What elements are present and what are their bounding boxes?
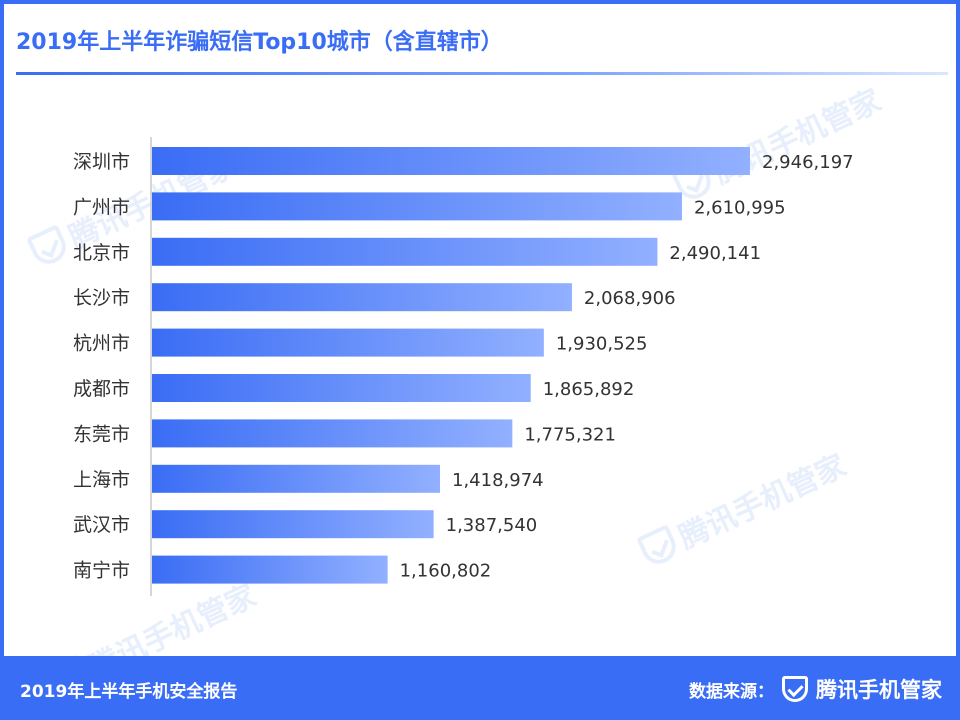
category-label: 成都市 xyxy=(73,378,130,400)
bar xyxy=(152,555,388,584)
value-label: 1,387,540 xyxy=(446,515,538,536)
category-label: 深圳市 xyxy=(73,151,130,173)
value-label: 1,865,892 xyxy=(543,379,635,400)
chart-title: 2019年上半年诈骗短信Top10城市（含直辖市） xyxy=(16,30,503,55)
category-label: 长沙市 xyxy=(73,287,130,309)
value-label: 2,068,906 xyxy=(584,288,676,309)
value-label: 1,930,525 xyxy=(556,334,648,355)
value-label: 1,775,321 xyxy=(524,424,616,445)
bar-chart: 深圳市 2,946,197 广州市 2,610,995 北京市 2,490,141 长沙市 2… xyxy=(73,137,854,596)
bars-group: 深圳市 2,946,197 广州市 2,610,995 北京市 2,490,141 长沙市 2… xyxy=(73,147,854,584)
chart-card: 腾讯手机管家 腾讯手机管家 腾讯手机管家 腾讯手机管家 2019年上半年诈骗短信… xyxy=(4,4,956,656)
value-label: 1,160,802 xyxy=(400,561,492,582)
category-label: 北京市 xyxy=(73,242,130,264)
bar xyxy=(152,419,513,448)
value-label: 1,418,974 xyxy=(452,470,544,491)
bar xyxy=(152,510,434,539)
category-label: 广州市 xyxy=(73,196,130,218)
bar xyxy=(152,374,531,402)
shield-icon xyxy=(782,676,808,702)
source-label: 数据来源： xyxy=(689,681,774,702)
data-source: 数据来源： 腾讯手机管家 xyxy=(689,674,942,704)
report-name: 2019年上半年手机安全报告 xyxy=(20,682,238,702)
bar xyxy=(152,237,658,266)
value-label: 2,946,197 xyxy=(762,152,854,173)
bar xyxy=(152,147,750,175)
category-label: 南宁市 xyxy=(73,560,130,582)
category-label: 武汉市 xyxy=(73,514,130,536)
bar xyxy=(152,464,441,493)
value-label: 2,490,141 xyxy=(669,243,761,264)
bar xyxy=(152,328,544,357)
footer: 2019年上半年手机安全报告 数据来源： 腾讯手机管家 xyxy=(0,656,960,720)
brand-name: 腾讯手机管家 xyxy=(816,678,942,702)
bar xyxy=(152,283,572,312)
category-label: 上海市 xyxy=(73,469,130,491)
value-label: 2,610,995 xyxy=(694,197,786,218)
title-divider xyxy=(16,72,948,75)
category-label: 东莞市 xyxy=(73,423,130,445)
category-label: 杭州市 xyxy=(73,333,130,355)
bar xyxy=(152,192,682,221)
